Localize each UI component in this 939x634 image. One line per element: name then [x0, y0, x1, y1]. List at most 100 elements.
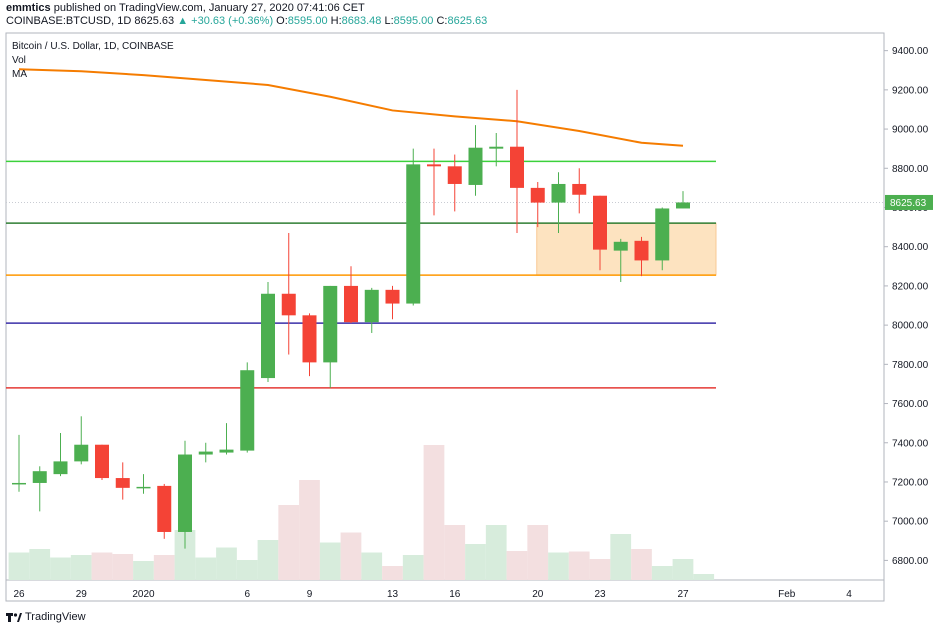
time-tick-label: 20: [532, 589, 544, 600]
candle-body: [53, 461, 68, 475]
ohlc-header: COINBASE:BTCUSD, 1D 8625.63 ▲ +30.63 (+0…: [6, 15, 487, 27]
candle: [136, 474, 151, 494]
candle: [551, 172, 566, 233]
low-label: L:: [384, 15, 394, 27]
price-tick-label: 7600.00: [892, 399, 929, 410]
volume-bar: [402, 555, 424, 580]
candle-body: [468, 147, 483, 185]
low-value: 8595.00: [393, 15, 434, 27]
price-tick-label: 7200.00: [892, 477, 929, 488]
candle-body: [447, 166, 462, 184]
legend-title: Bitcoin / U.S. Dollar, 1D, COINBASE: [12, 41, 174, 52]
candle-body: [12, 482, 26, 485]
candle: [240, 362, 255, 453]
candle-body: [613, 241, 628, 251]
time-tick-label: 2020: [132, 589, 155, 600]
volume-bar: [133, 561, 154, 580]
candle-body: [32, 471, 47, 483]
close-label: C:: [436, 15, 448, 27]
candle: [406, 148, 421, 306]
price-tick-label: 8000.00: [892, 321, 929, 332]
candle: [530, 182, 545, 228]
author-name[interactable]: emmtics: [6, 2, 51, 14]
price-tick-label: 8800.00: [892, 164, 929, 175]
candle-body: [406, 164, 421, 304]
candle: [219, 423, 234, 455]
candle-body: [136, 486, 151, 489]
volume-bar: [195, 557, 217, 580]
price-tick-label: 7000.00: [892, 517, 929, 528]
volume-bar: [568, 551, 590, 580]
time-tick-label: 27: [677, 589, 689, 600]
volume-bar: [589, 559, 611, 580]
change-arrow-icon: ▲: [177, 15, 189, 27]
price-tick-label: 9400.00: [892, 46, 929, 57]
time-tick-label: 26: [13, 589, 25, 600]
candle-body: [198, 451, 213, 455]
candle-body: [281, 293, 296, 316]
tradingview-logo-icon: [6, 613, 22, 622]
volume-bar: [174, 530, 196, 580]
candle-body: [95, 444, 109, 479]
price-tick-label: 8200.00: [892, 281, 929, 292]
time-tick-label: 16: [449, 589, 461, 600]
time-tick-label: 13: [387, 589, 399, 600]
candle: [344, 266, 358, 324]
candle-body: [427, 164, 441, 167]
volume-bar: [548, 552, 569, 580]
candle: [468, 125, 483, 196]
volume-bar: [444, 525, 466, 580]
last-price-label: 8625.63: [890, 198, 927, 209]
volume-bar: [91, 552, 113, 580]
candle-body: [178, 454, 192, 532]
candle: [655, 207, 670, 271]
candle: [157, 483, 172, 539]
candle-body: [344, 285, 358, 323]
footer: TradingView: [6, 611, 86, 623]
candle-body: [530, 187, 545, 203]
volume-bar: [112, 554, 134, 580]
candle: [12, 434, 26, 492]
candle-body: [551, 183, 566, 203]
plot-frame: [5, 32, 885, 602]
candle-body: [115, 478, 130, 488]
volume-bar: [8, 552, 30, 580]
open-label: O:: [276, 15, 288, 27]
moving-average-line: [18, 68, 684, 147]
footer-brand[interactable]: TradingView: [25, 611, 86, 623]
volume-bar: [423, 445, 445, 580]
candle: [323, 285, 338, 388]
candle: [115, 462, 130, 500]
volume-bar: [465, 544, 486, 580]
candle-body: [261, 293, 275, 379]
candle: [613, 238, 628, 282]
open-value: 8595.00: [287, 15, 328, 27]
candle: [74, 416, 89, 465]
candle-body: [364, 289, 379, 323]
price-tick-label: 7800.00: [892, 360, 929, 371]
volume-bar: [527, 525, 549, 580]
candle: [53, 432, 68, 477]
volume-bar: [610, 534, 632, 580]
symbol-label: COINBASE:BTCUSD, 1D: [6, 15, 132, 27]
candle: [634, 236, 649, 277]
volume-bar: [382, 566, 403, 580]
volume-bar: [340, 532, 362, 580]
volume-bar: [257, 540, 279, 580]
candle-body: [240, 370, 255, 451]
last-price-label-box: [885, 194, 933, 210]
volume-bar: [236, 560, 258, 580]
candle: [447, 154, 462, 212]
volume-bar: [319, 542, 341, 580]
price-tick-label: 8400.00: [892, 242, 929, 253]
time-tick-label: 4: [846, 589, 852, 600]
volume-bar: [631, 549, 652, 580]
candle: [302, 313, 317, 377]
price-tick-label: 9200.00: [892, 85, 929, 96]
candle-body: [385, 289, 400, 304]
candle: [261, 281, 275, 382]
candle-body: [634, 240, 649, 261]
candle: [32, 466, 47, 512]
time-tick-label: 29: [76, 589, 88, 600]
